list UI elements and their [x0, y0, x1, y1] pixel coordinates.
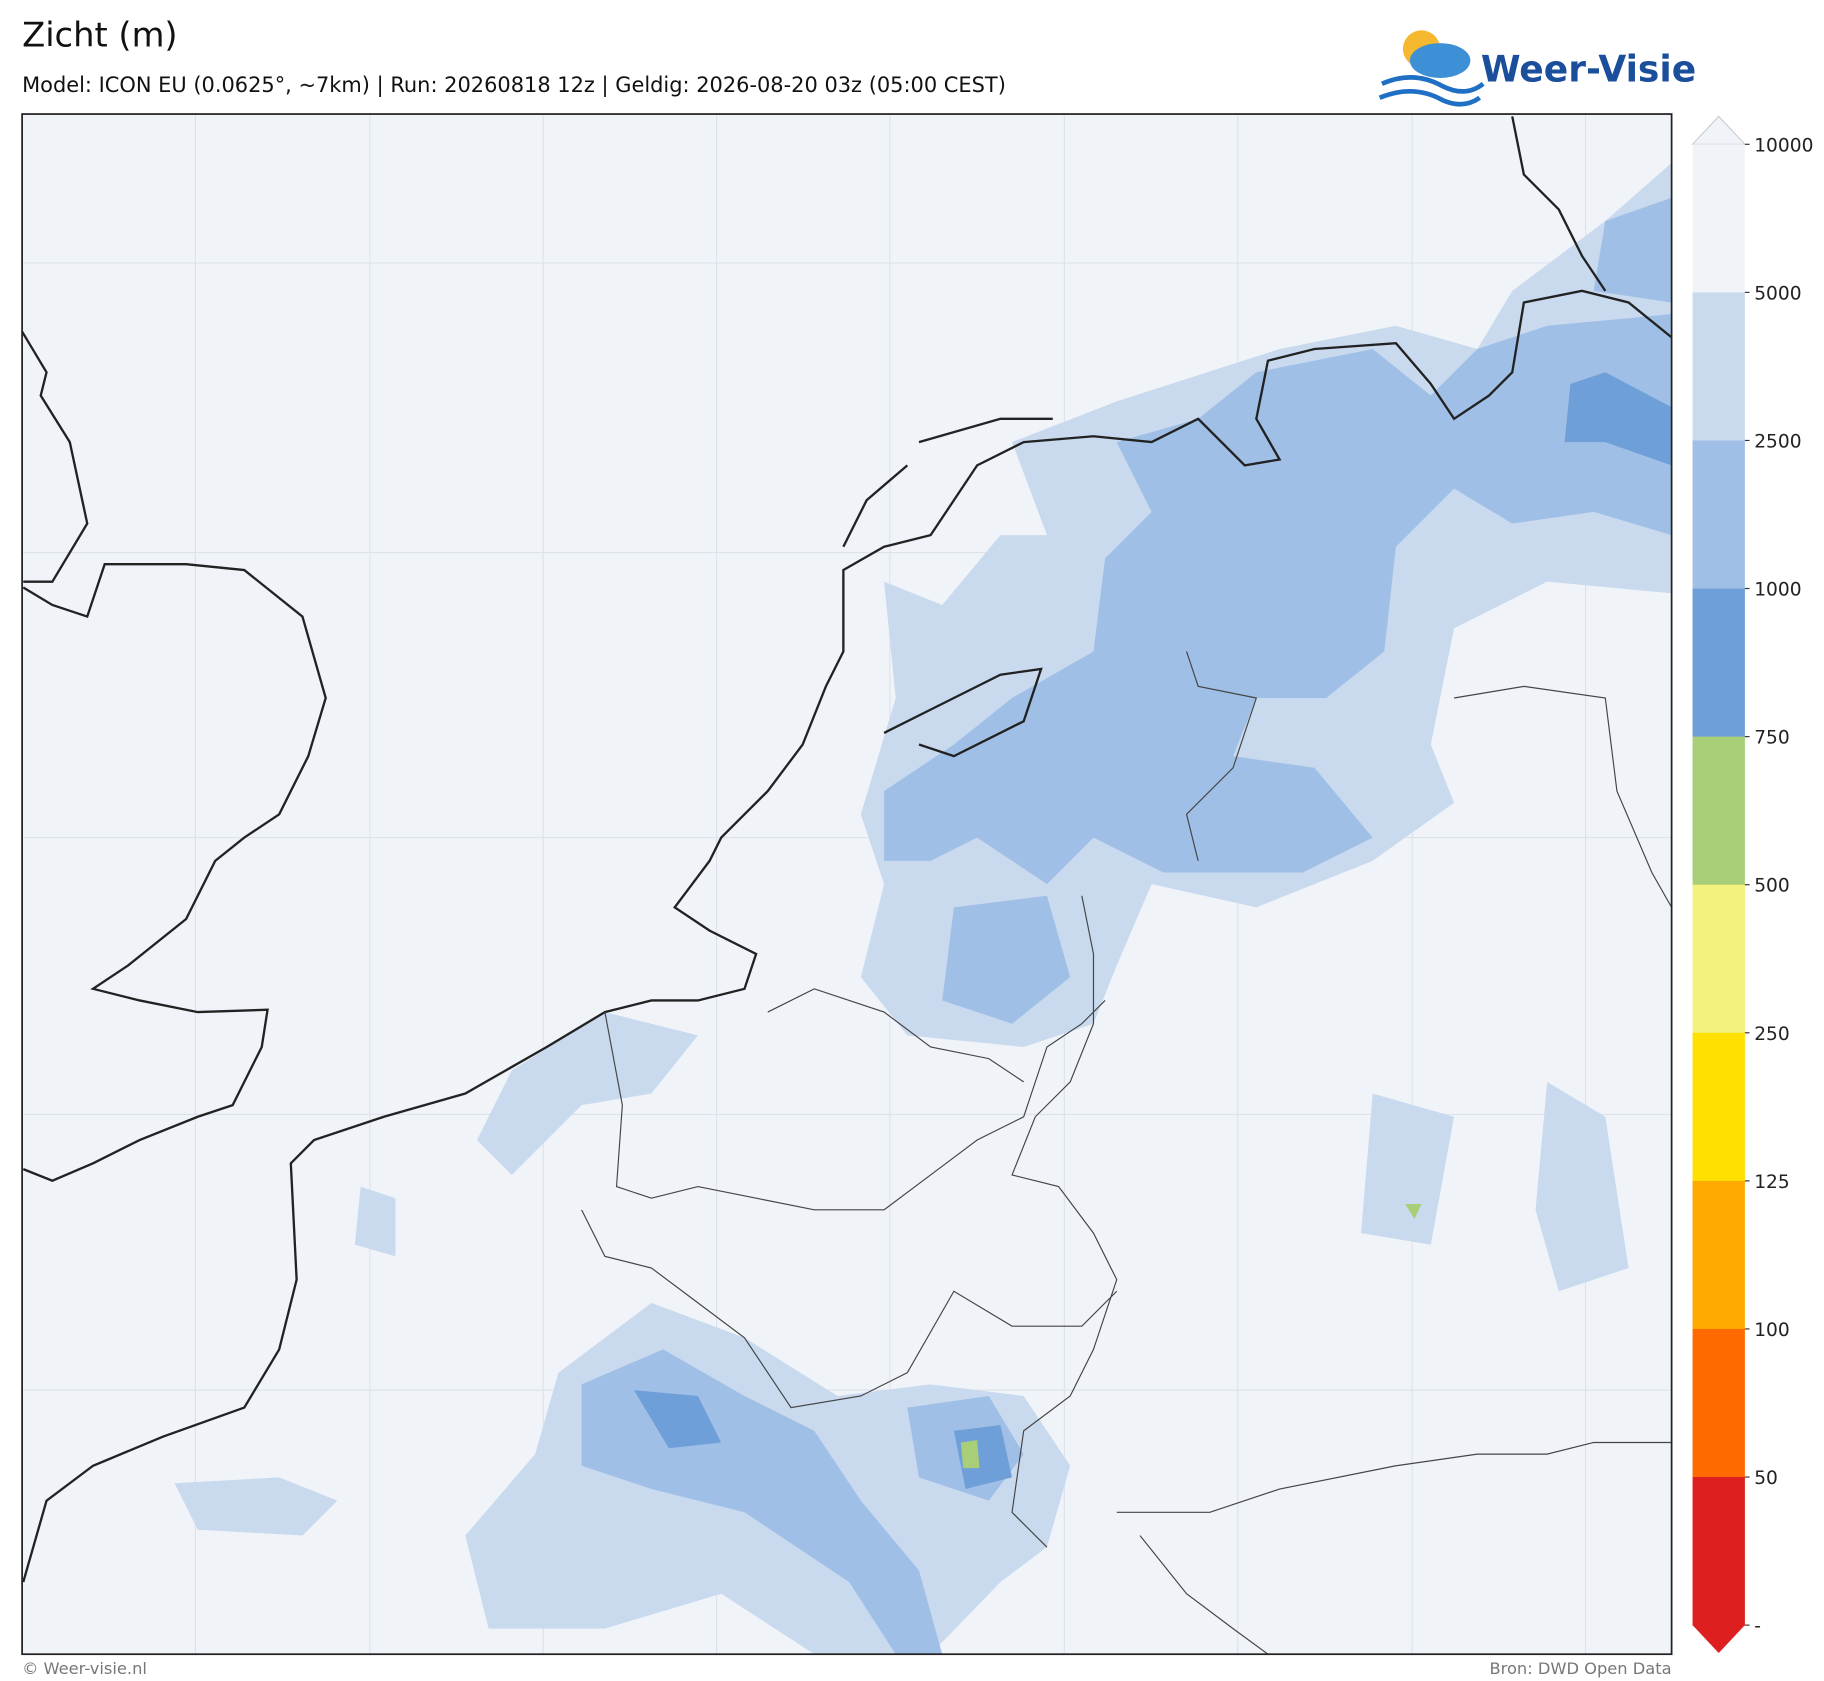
logo-text: Weer-Visie: [1481, 48, 1696, 90]
title: Zicht (m): [22, 16, 177, 55]
colorbar-segment: [1692, 1180, 1745, 1330]
colorbar-label: 10000: [1754, 135, 1813, 156]
footer-left: © Weer-visie.nl: [22, 1659, 147, 1678]
colorbar-label: 5000: [1754, 283, 1801, 304]
colorbar-segment: [1692, 144, 1745, 293]
logo: Weer-Visie: [1378, 30, 1696, 107]
colorbar-segment: [1692, 736, 1745, 886]
colorbar-label: 750: [1754, 728, 1790, 749]
colorbar-label: 50: [1754, 1468, 1778, 1489]
colorbar-label: 100: [1754, 1320, 1790, 1341]
colorbar-label: 2500: [1754, 431, 1801, 452]
colorbar-label: 125: [1754, 1172, 1790, 1193]
colorbar-label: 250: [1754, 1024, 1790, 1045]
colorbar-segment: [1692, 440, 1745, 590]
colorbar-label: -: [1754, 1616, 1761, 1637]
colorbar-label: 500: [1754, 876, 1790, 897]
subtitle: Model: ICON EU (0.0625°, ~7km) | Run: 20…: [22, 73, 1006, 98]
colorbar-segment: [1692, 292, 1745, 442]
map: [21, 113, 1673, 1656]
colorbar-segment: [1692, 588, 1745, 738]
colorbar-bottom: [1692, 1625, 1745, 1654]
footer-right: Bron: DWD Open Data: [1489, 1659, 1671, 1678]
colorbar-top: [1691, 115, 1747, 145]
colorbar-segment: [1692, 1328, 1745, 1478]
colorbar-segment: [1692, 1477, 1745, 1626]
colorbar-label: 1000: [1754, 580, 1801, 601]
colorbar: 10000 5000 2500 1000 750 500 250 125 100 50 -: [1691, 115, 1813, 1654]
colorbar-segment: [1692, 884, 1745, 1034]
colorbar-segment: [1692, 1032, 1745, 1182]
